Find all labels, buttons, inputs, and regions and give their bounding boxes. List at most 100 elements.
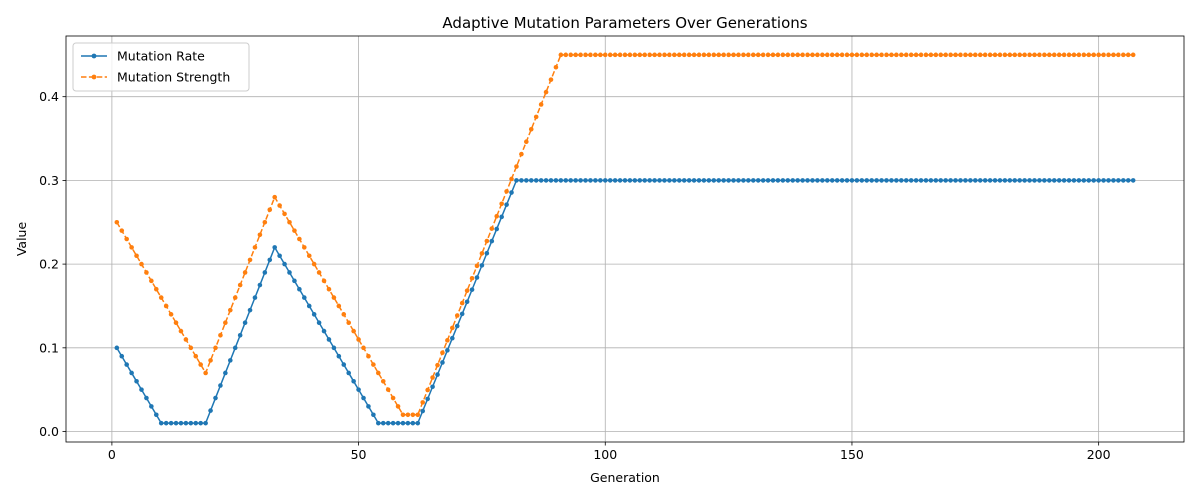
data-point-mutation-rate xyxy=(810,178,815,183)
data-point-mutation-strength xyxy=(741,52,746,58)
data-point-mutation-strength xyxy=(982,52,988,58)
data-point-mutation-rate xyxy=(1130,178,1136,183)
data-point-mutation-strength xyxy=(277,203,282,208)
data-point-mutation-rate xyxy=(775,178,781,183)
data-point-mutation-rate xyxy=(533,178,539,183)
data-point-mutation-strength xyxy=(1051,52,1057,58)
data-point-mutation-strength xyxy=(765,52,771,58)
data-point-mutation-rate xyxy=(484,250,490,256)
data-point-mutation-rate xyxy=(390,420,396,426)
data-point-mutation-strength xyxy=(1096,52,1101,58)
series-layer xyxy=(114,52,1136,426)
data-point-mutation-rate xyxy=(617,178,623,183)
data-point-mutation-strength xyxy=(1086,52,1092,58)
data-point-mutation-strength xyxy=(223,320,228,326)
data-point-mutation-rate xyxy=(1012,178,1018,183)
data-point-mutation-strength xyxy=(908,52,914,58)
data-point-mutation-rate xyxy=(1101,178,1106,183)
data-point-mutation-strength xyxy=(188,345,194,351)
data-point-mutation-rate xyxy=(997,178,1003,183)
data-point-mutation-strength xyxy=(405,412,411,418)
data-point-mutation-strength xyxy=(218,332,223,338)
data-point-mutation-rate xyxy=(553,178,559,183)
data-point-mutation-rate xyxy=(667,178,672,183)
data-point-mutation-rate xyxy=(869,178,874,183)
data-point-mutation-rate xyxy=(741,178,746,183)
data-point-mutation-strength xyxy=(607,52,613,58)
data-point-mutation-rate xyxy=(346,370,352,376)
data-point-mutation-rate xyxy=(652,178,657,183)
data-point-mutation-strength xyxy=(829,52,835,58)
data-point-mutation-strength xyxy=(963,52,968,58)
data-point-mutation-strength xyxy=(1121,52,1126,58)
data-point-mutation-strength xyxy=(380,379,386,384)
data-point-mutation-strength xyxy=(361,345,366,351)
data-point-mutation-strength xyxy=(662,52,667,58)
data-point-mutation-strength xyxy=(1106,52,1111,58)
data-point-mutation-strength xyxy=(1056,52,1062,58)
data-point-mutation-rate xyxy=(701,178,707,183)
data-point-mutation-strength xyxy=(770,52,776,58)
data-point-mutation-strength xyxy=(1130,52,1136,58)
data-point-mutation-rate xyxy=(361,395,366,401)
data-point-mutation-strength xyxy=(178,328,184,334)
data-point-mutation-strength xyxy=(864,52,870,58)
data-point-mutation-rate xyxy=(163,420,169,426)
data-point-mutation-strength xyxy=(657,52,662,58)
data-point-mutation-rate xyxy=(1096,178,1101,183)
data-point-mutation-rate xyxy=(696,178,702,183)
data-point-mutation-rate xyxy=(247,307,253,313)
data-point-mutation-rate xyxy=(371,412,376,418)
data-point-mutation-strength xyxy=(311,261,317,267)
data-point-mutation-strength xyxy=(637,52,643,58)
data-point-mutation-strength xyxy=(292,228,297,233)
data-point-mutation-rate xyxy=(770,178,776,183)
data-point-mutation-rate xyxy=(1047,178,1052,183)
data-point-mutation-strength xyxy=(1032,52,1037,58)
data-point-mutation-rate xyxy=(795,178,800,183)
data-point-mutation-strength xyxy=(903,52,909,58)
data-point-mutation-strength xyxy=(336,303,342,309)
data-point-mutation-rate xyxy=(1121,178,1126,183)
data-point-mutation-rate xyxy=(1037,178,1042,183)
data-point-mutation-strength xyxy=(928,52,934,58)
data-point-mutation-rate xyxy=(598,178,603,183)
data-point-mutation-rate xyxy=(726,178,731,183)
data-point-mutation-strength xyxy=(839,52,845,58)
data-point-mutation-strength xyxy=(820,52,825,58)
data-point-mutation-rate xyxy=(336,353,342,359)
data-point-mutation-strength xyxy=(504,189,509,194)
data-point-mutation-strength xyxy=(602,52,608,58)
data-point-mutation-rate xyxy=(765,178,771,183)
data-point-mutation-strength xyxy=(854,52,860,58)
data-point-mutation-rate xyxy=(385,420,391,426)
data-point-mutation-rate xyxy=(736,178,741,183)
data-point-mutation-rate xyxy=(874,178,879,183)
data-point-mutation-rate xyxy=(854,178,860,183)
data-point-mutation-strength xyxy=(1002,52,1008,58)
data-point-mutation-rate xyxy=(686,178,692,183)
data-point-mutation-strength xyxy=(760,52,766,58)
data-point-mutation-rate xyxy=(356,387,361,392)
data-point-mutation-rate xyxy=(859,178,865,183)
data-point-mutation-strength xyxy=(519,151,524,157)
data-point-mutation-rate xyxy=(834,178,840,183)
data-point-mutation-strength xyxy=(119,228,125,233)
x-tick-label: 50 xyxy=(351,447,367,462)
data-point-mutation-strength xyxy=(1125,52,1131,58)
data-point-mutation-rate xyxy=(139,387,144,392)
data-point-mutation-strength xyxy=(124,236,129,242)
data-point-mutation-strength xyxy=(435,362,440,368)
data-point-mutation-rate xyxy=(134,379,139,384)
data-point-mutation-strength xyxy=(316,270,322,275)
y-tick-label: 0.0 xyxy=(39,424,59,439)
data-point-mutation-strength xyxy=(800,52,805,58)
legend-label-mutation-rate: Mutation Rate xyxy=(117,49,205,64)
data-point-mutation-rate xyxy=(622,178,628,183)
data-point-mutation-strength xyxy=(933,52,939,58)
data-point-mutation-rate xyxy=(519,178,524,183)
data-point-mutation-rate xyxy=(543,178,549,183)
data-point-mutation-rate xyxy=(785,178,791,183)
data-point-mutation-rate xyxy=(366,404,371,409)
data-point-mutation-strength xyxy=(321,278,327,284)
